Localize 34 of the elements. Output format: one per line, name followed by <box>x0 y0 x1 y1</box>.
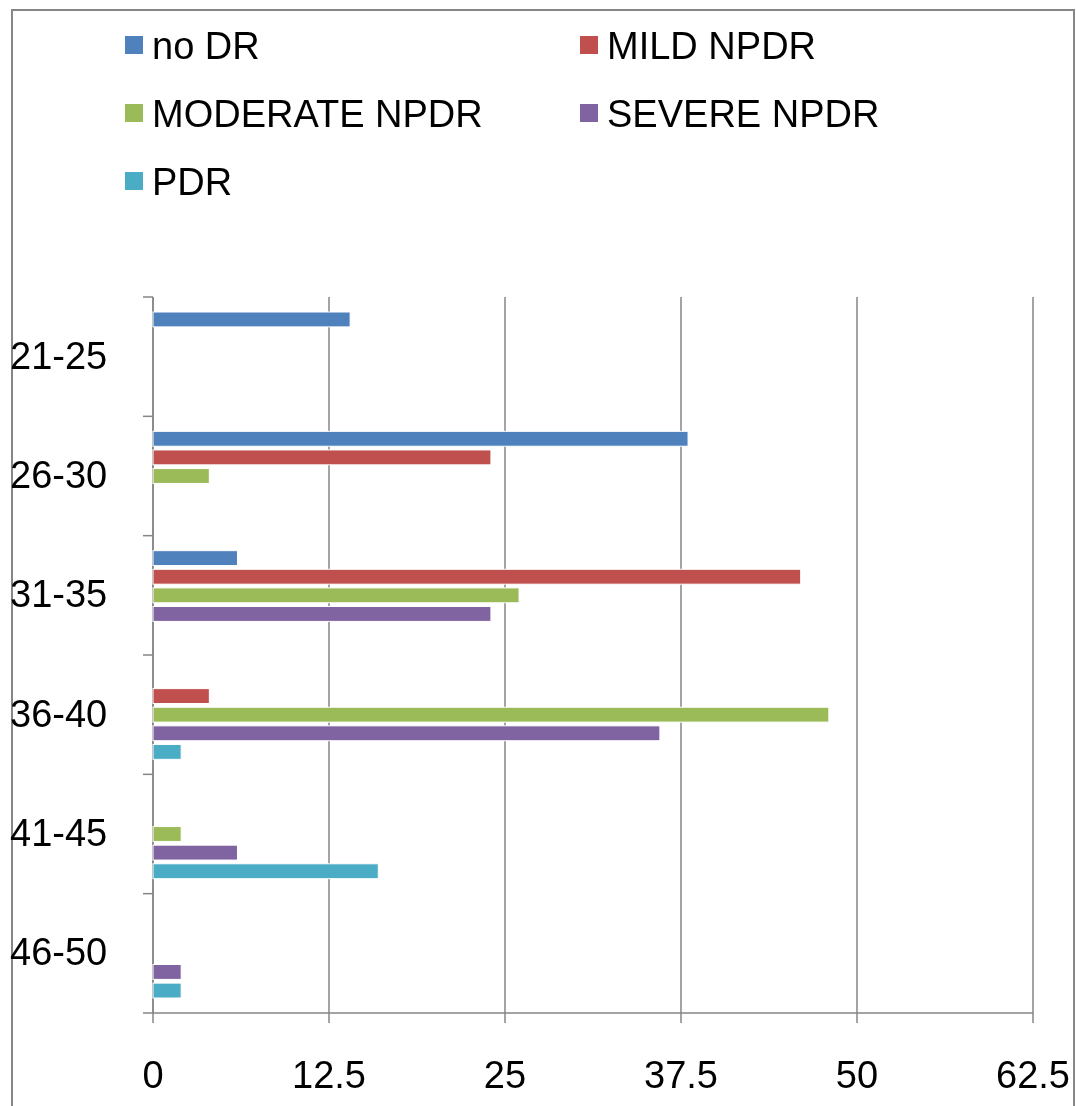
bar <box>152 449 492 466</box>
bar <box>152 706 830 723</box>
bar <box>152 863 379 880</box>
bar <box>152 826 182 842</box>
y-tick-label: 26-30 <box>10 454 108 496</box>
bar <box>152 430 689 447</box>
legend-label: MODERATE NPDR <box>152 93 483 135</box>
bar <box>152 568 802 585</box>
bar <box>152 587 520 604</box>
y-tick-label: 21-25 <box>10 334 108 377</box>
legend-label: SEVERE NPDR <box>607 93 880 135</box>
bar <box>152 550 238 567</box>
y-tick-label: 36-40 <box>10 692 108 735</box>
bar <box>152 688 210 704</box>
x-tick-label: 0 <box>142 1054 164 1096</box>
x-tick-label: 25 <box>483 1054 527 1096</box>
x-tick-label: 50 <box>835 1054 879 1096</box>
bar <box>152 468 210 484</box>
legend-label: PDR <box>152 161 233 203</box>
bar <box>152 982 182 999</box>
bar <box>152 743 182 760</box>
x-tick-label: 37.5 <box>644 1054 718 1096</box>
x-tick-label: 12.5 <box>292 1054 366 1096</box>
y-tick-label: 41-45 <box>10 812 108 854</box>
x-tick-label: 62.5 <box>996 1054 1070 1096</box>
bar <box>152 725 661 742</box>
bar <box>152 606 492 622</box>
legend-label: MILD NPDR <box>607 25 817 67</box>
y-tick-label: 31-35 <box>10 573 108 616</box>
bar <box>152 311 351 328</box>
legend-label: no DR <box>152 25 260 67</box>
bar <box>152 964 182 980</box>
bar <box>152 844 238 861</box>
y-tick-label: 46-50 <box>10 931 108 974</box>
